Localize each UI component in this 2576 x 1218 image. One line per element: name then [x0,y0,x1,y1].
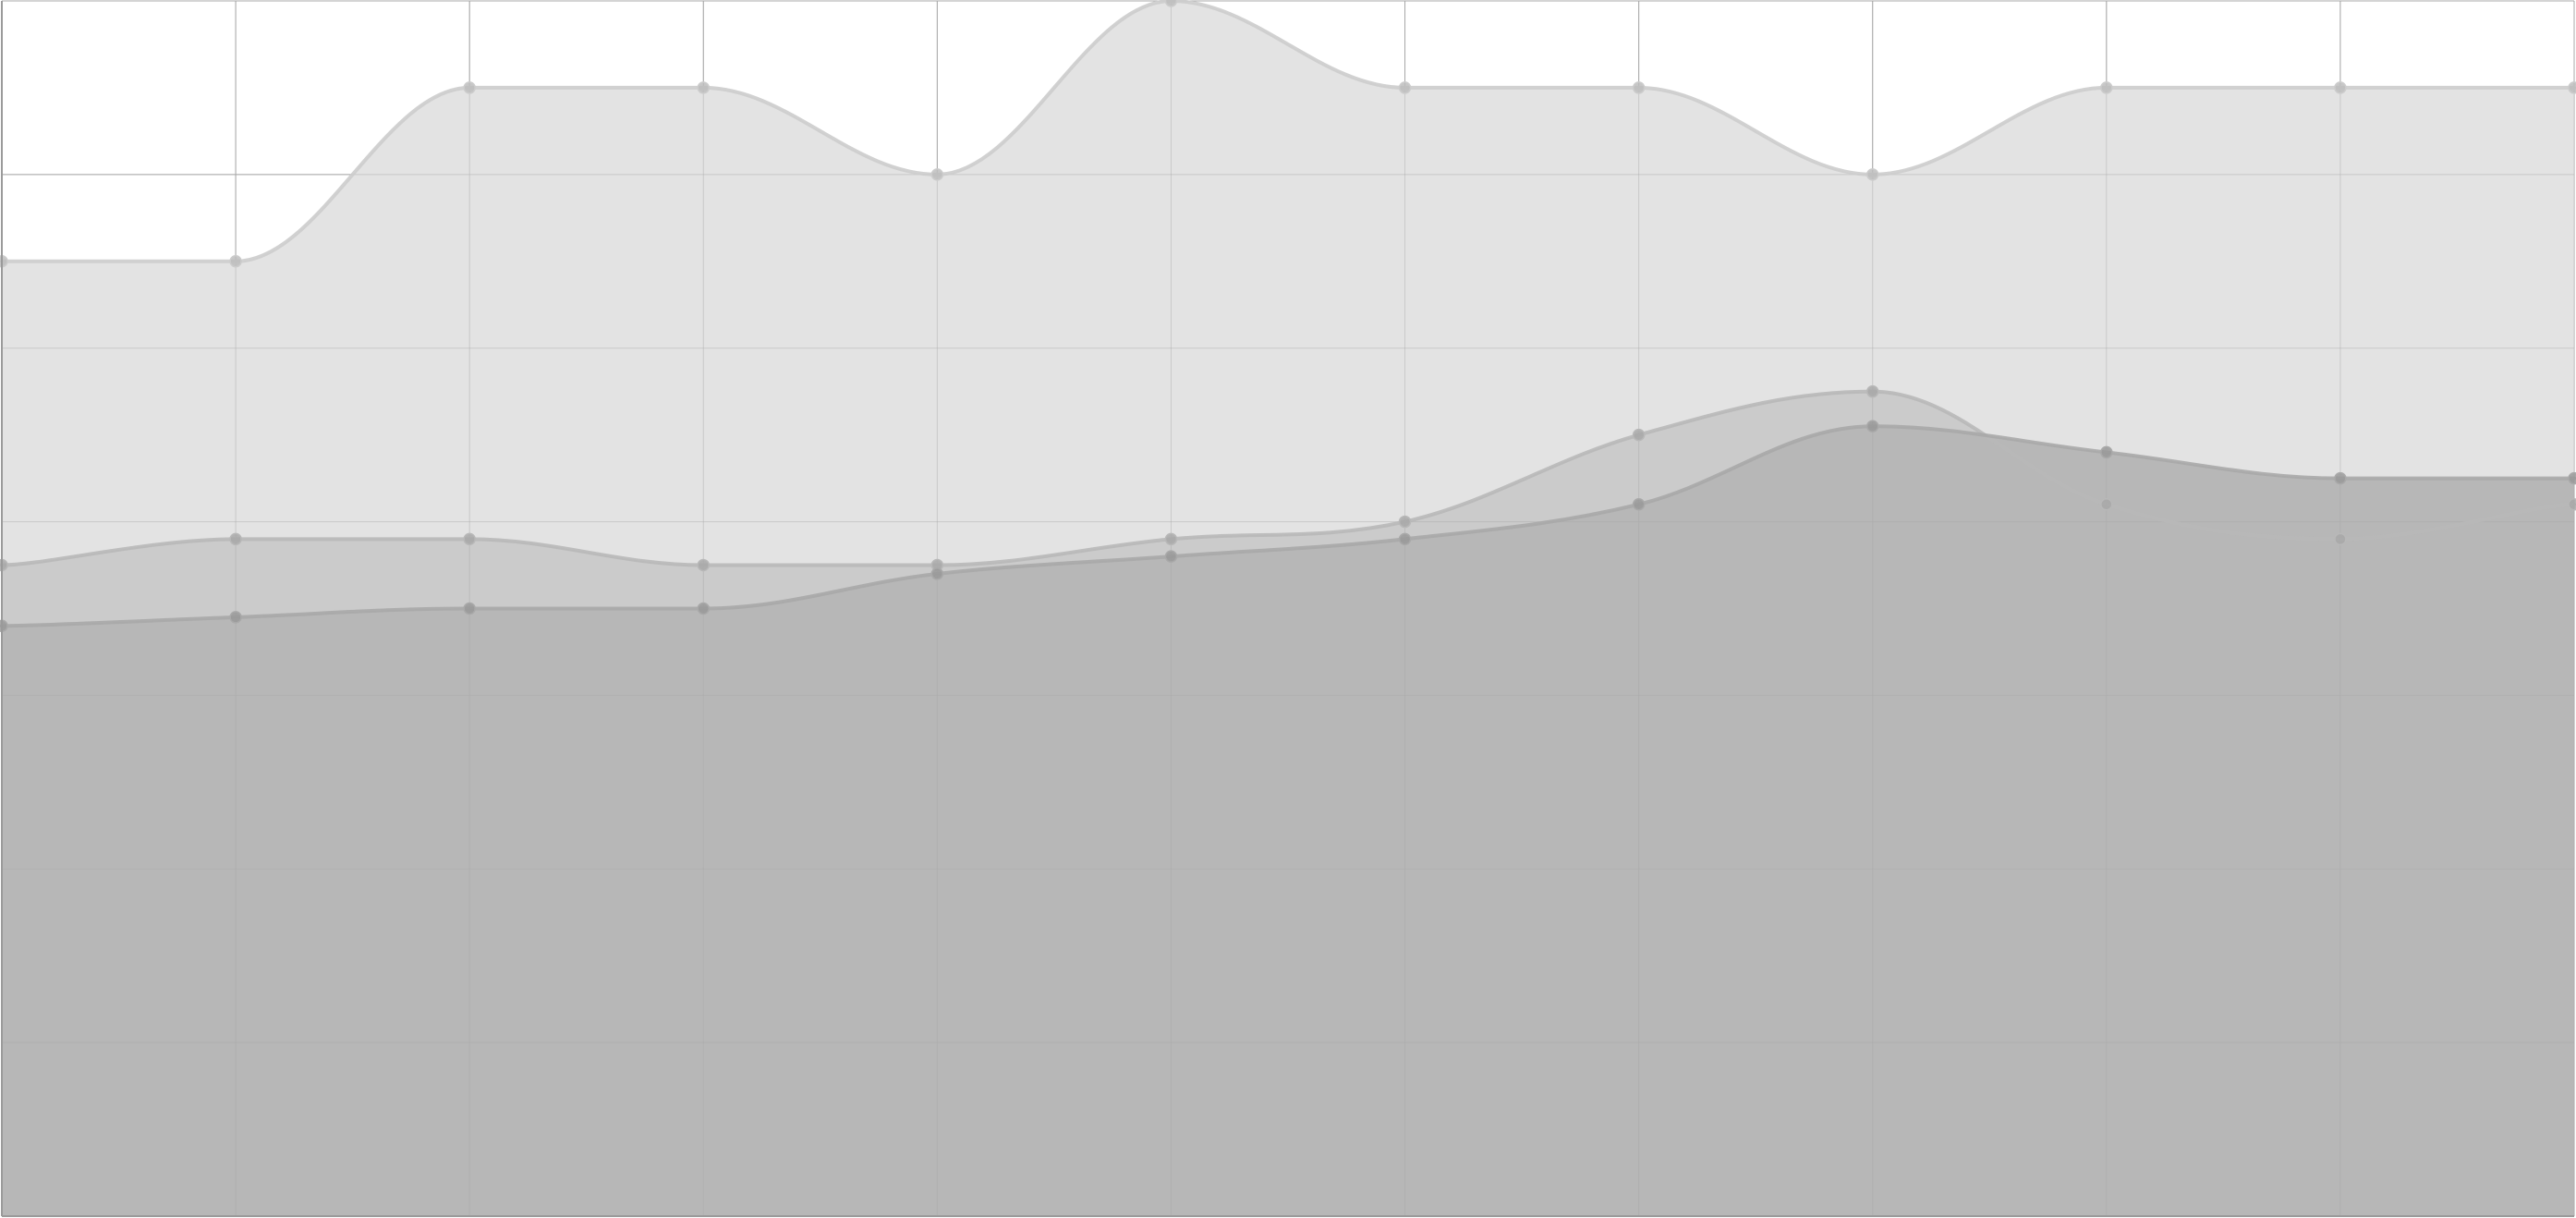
series-2-point-6 [1164,532,1178,546]
series-3-point-6 [1164,550,1178,563]
series-2-point-9 [1865,384,1879,398]
series-2-line [0,389,2576,567]
series-3-point-5 [930,567,944,580]
series-3-point-9 [1865,420,1879,432]
series-1-point-7 [1398,81,1412,94]
series-2-point-12 [2568,498,2576,511]
series-1-point-12 [2568,81,2576,94]
series-1-point-5 [930,168,944,181]
series-1-point-10 [2100,81,2113,94]
series-3-point-12 [2568,471,2576,485]
series-3-point-11 [2334,471,2347,485]
series-3-point-4 [697,602,711,615]
series-3-line [0,424,2576,628]
series-3-area [2,426,2574,1216]
series-3-point-8 [1632,498,1646,511]
series-3-point-3 [463,602,476,615]
series-3-point-2 [229,611,242,624]
series-points [0,0,2576,633]
series-1-point-3 [463,81,476,94]
series-3-point-7 [1398,532,1412,546]
series-2-point-2 [229,532,242,546]
series-2-point-7 [1398,515,1412,529]
series-2-point-4 [697,558,711,572]
series-2-point-10 [2100,498,2113,511]
series-2-point-3 [463,532,476,546]
series-1-point-6 [1164,0,1178,7]
series-2-point-8 [1632,428,1646,442]
series-1-point-2 [229,255,242,268]
series-1-point-4 [697,81,711,94]
series-1-point-9 [1865,168,1879,181]
series-2-point-11 [2334,532,2347,546]
series-3-point-10 [2100,445,2113,459]
series-1-point-8 [1632,81,1646,94]
series-1-point-11 [2334,81,2347,94]
